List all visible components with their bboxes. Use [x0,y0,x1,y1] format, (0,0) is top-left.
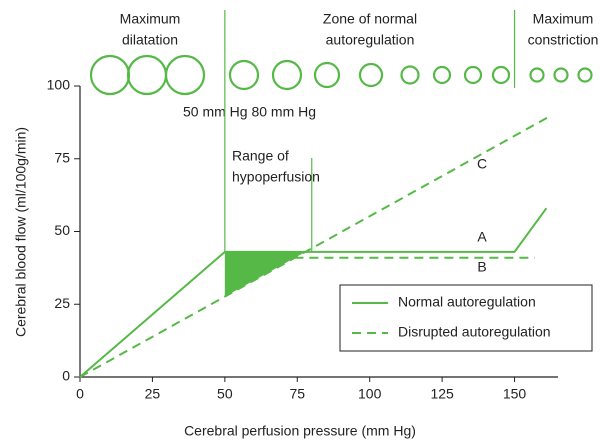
y-tick-label: 75 [54,149,70,165]
zone-label: Maximum [533,11,594,27]
vessel-icon [230,61,258,89]
vessel-icons [91,56,592,94]
vessel-icon [91,56,129,94]
line-label: B [477,259,486,275]
vessel-icon [555,69,568,82]
vessel-icon [166,56,204,94]
vessel-icon [465,67,481,83]
vessel-icon [360,64,382,86]
vessel-icon [434,67,450,83]
vessel-icon [531,69,544,82]
legend: Normal autoregulation Disrupted autoregul… [340,285,592,351]
zone-label: constriction [528,32,599,48]
y-tick-label: 100 [47,77,71,93]
vessel-icon [273,61,301,89]
line-label: A [477,229,487,245]
pressure-label: 50 mm Hg 80 mm Hg [183,104,316,120]
line-label: C [477,156,487,172]
x-tick-label: 25 [145,386,161,402]
zone-label: autoregulation [326,32,415,48]
x-tick-label: 0 [76,386,84,402]
x-tick-label: 100 [358,386,382,402]
vessel-icon [402,67,419,84]
y-axis-title: Cerebral blood flow (ml/100g/min) [13,127,29,337]
y-tick-label: 25 [54,295,70,311]
x-tick-label: 150 [503,386,527,402]
legend-label: Normal autoregulation [398,294,536,310]
x-tick-label: 125 [430,386,454,402]
chart: Cerebral perfusion pressure (mm Hg) Cere… [0,0,616,443]
y-tick-label: 0 [62,368,70,384]
x-tick-label: 75 [289,386,305,402]
shade-label: Range of [232,148,289,164]
legend-label: Disrupted autoregulation [398,324,551,340]
zone-label: Zone of normal [323,11,417,27]
vessel-icon [315,63,339,87]
x-tick-label: 50 [217,386,233,402]
x-axis-title: Cerebral perfusion pressure (mm Hg) [184,423,416,439]
vessel-icon [579,69,592,82]
shade-label: hypoperfusion [232,169,320,185]
page: {"chart_data": { "type": "line", "xlabel… [0,0,616,443]
vessel-icon [493,67,509,83]
vessel-icon [128,56,166,94]
zone-label: Maximum [120,11,181,27]
y-tick-label: 50 [54,222,70,238]
zone-label: dilatation [122,32,178,48]
